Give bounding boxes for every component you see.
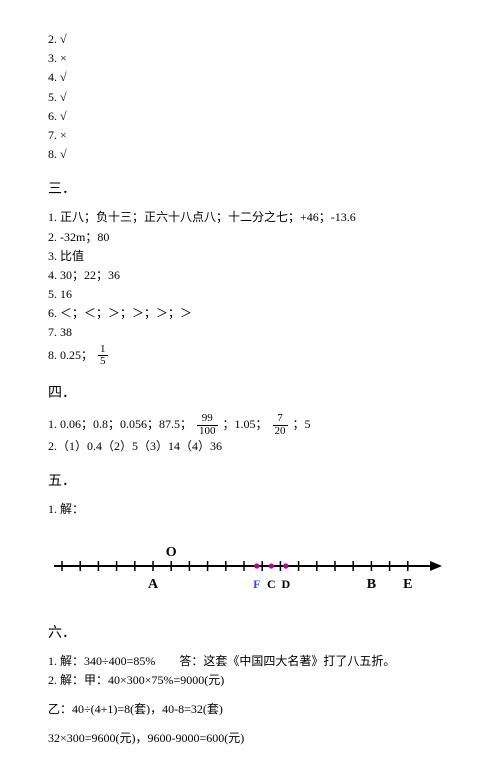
sec2-item: 5. √ bbox=[48, 88, 452, 107]
number-line-wrap: O A B E FCD bbox=[48, 538, 452, 608]
sec2-item: 6. √ bbox=[48, 107, 452, 126]
sec2-item: 3. × bbox=[48, 49, 452, 68]
frac-den: 5 bbox=[98, 356, 108, 368]
frac-num: 99 bbox=[197, 413, 218, 426]
sec3-l8-frac: 1 5 bbox=[96, 344, 110, 368]
sec6-l4: 32×300=9600(元)，9600-9000=600(元) bbox=[48, 729, 452, 748]
svg-text:A: A bbox=[148, 577, 159, 592]
item-mark: √ bbox=[60, 32, 67, 46]
sec6-header: 六． bbox=[48, 622, 452, 642]
svg-text:E: E bbox=[403, 577, 412, 592]
svg-text:B: B bbox=[367, 577, 376, 592]
svg-text:O: O bbox=[166, 545, 177, 560]
sec6-l1: 1. 解：340÷400=85% 答：这套《中国四大名著》打了八五折。 bbox=[48, 652, 452, 671]
frac-den: 20 bbox=[273, 426, 288, 438]
sec3-l3: 3. 比值 bbox=[48, 247, 452, 266]
item-mark: √ bbox=[60, 70, 67, 84]
sec6-l2: 2. 解：甲：40×300×75%=9000(元) bbox=[48, 671, 452, 690]
sec2-item: 7. × bbox=[48, 126, 452, 145]
sec4-l1b: ；1.05； bbox=[223, 417, 268, 431]
frac-num: 7 bbox=[273, 413, 288, 426]
sec6-l3: 乙：40÷(4+1)=8(套)，40-8=32(套) bbox=[48, 700, 452, 719]
sec4-l2: 2.（1）0.4（2）5（3）14（4）36 bbox=[48, 437, 452, 456]
sec4-l1a: 1. 0.06；0.8；0.056；87.5； bbox=[48, 417, 192, 431]
item-mark: × bbox=[60, 128, 67, 142]
item-number: 2. bbox=[48, 32, 60, 46]
sec3-header: 三． bbox=[48, 178, 452, 198]
sec4-header: 四． bbox=[48, 382, 452, 402]
item-number: 3. bbox=[48, 51, 60, 65]
sec3-l1: 1. 正八；负十三；正六十八点八；十二分之七；+46；-13.6 bbox=[48, 208, 452, 227]
sec2-item: 2. √ bbox=[48, 30, 452, 49]
sec3-l6: 6. ＜；＜；＞；＞；＞；＞ bbox=[48, 304, 452, 323]
svg-text:D: D bbox=[282, 577, 291, 591]
item-number: 4. bbox=[48, 70, 60, 84]
svg-text:F: F bbox=[253, 577, 260, 591]
sec3-l4: 4. 30；22；36 bbox=[48, 266, 452, 285]
sec2-item: 4. √ bbox=[48, 68, 452, 87]
item-mark: √ bbox=[60, 90, 67, 104]
sec4-l1: 1. 0.06；0.8；0.056；87.5； 99 100 ；1.05； 7 … bbox=[48, 412, 452, 437]
sec2-item: 8. √ bbox=[48, 145, 452, 164]
sec3-l7: 7. 38 bbox=[48, 323, 452, 342]
item-mark: × bbox=[60, 51, 67, 65]
item-mark: √ bbox=[60, 147, 67, 161]
sec3-l8: 8. 0.25； 1 5 bbox=[48, 343, 452, 368]
sec3-l2: 2. -32m；80 bbox=[48, 228, 452, 247]
item-number: 7. bbox=[48, 128, 60, 142]
item-number: 5. bbox=[48, 90, 60, 104]
sec4-l1-frac1: 99 100 bbox=[195, 413, 220, 437]
item-number: 8. bbox=[48, 147, 60, 161]
sec2: 2. √3. ×4. √5. √6. √7. ×8. √ bbox=[48, 30, 452, 164]
sec5-l1: 1. 解： bbox=[48, 500, 452, 519]
item-number: 6. bbox=[48, 109, 60, 123]
sec3-l8-text: 8. 0.25； bbox=[48, 348, 93, 362]
sec3-l5: 5. 16 bbox=[48, 285, 452, 304]
sec4-l1-frac2: 7 20 bbox=[271, 413, 290, 437]
number-line: O A B E FCD bbox=[48, 538, 448, 608]
svg-text:C: C bbox=[267, 577, 276, 591]
frac-den: 100 bbox=[197, 426, 218, 438]
sec5-header: 五． bbox=[48, 470, 452, 490]
item-mark: √ bbox=[60, 109, 67, 123]
page-root: 2. √3. ×4. √5. √6. √7. ×8. √ 三． 1. 正八；负十… bbox=[0, 0, 500, 768]
sec4-l1c: ；5 bbox=[293, 417, 311, 431]
